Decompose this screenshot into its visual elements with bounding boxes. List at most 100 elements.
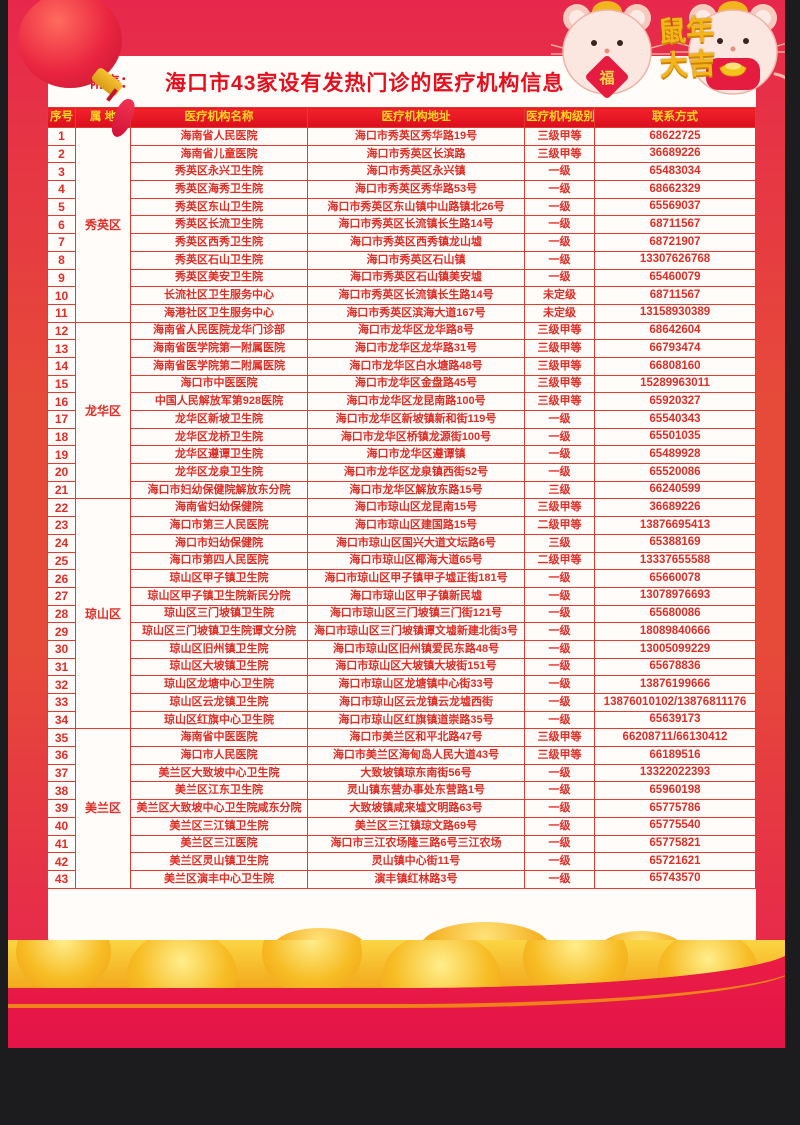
contact-phone-cell: 68642604: [594, 321, 756, 341]
row-number-cell: 12: [47, 321, 76, 341]
contact-phone-cell: 65460079: [594, 268, 756, 288]
row-number-cell: 29: [47, 622, 76, 641]
table-row: 4 秀英区海秀卫生院 海口市秀英区秀华路53号 一级 68662329: [47, 180, 756, 199]
table-row: 42 美兰区灵山镇卫生院 灵山镇中心街11号 一级 65721621: [47, 852, 756, 871]
contact-phone-cell: 65520086: [594, 463, 756, 482]
table-row: 16 中国人民解放军第928医院 海口市龙华区龙昆南路100号 三级甲等 6592032…: [47, 392, 756, 411]
contact-phone-cell: 65743570: [594, 869, 756, 889]
table-row: 1 秀英区 海南省人民医院 海口市秀英区秀华路19号 三级甲等 68622725: [47, 127, 756, 323]
institution-name-cell: 琼山区红旗中心卫生院: [130, 710, 308, 730]
row-number-cell: 11: [47, 303, 76, 323]
institution-name-cell: 龙华区遵谭卫生院: [130, 445, 308, 465]
institution-name-cell: 美兰区三江医院: [130, 834, 308, 854]
table-row: 38 美兰区江东卫生院 灵山镇东营办事处东营路1号 一级 65960198: [47, 781, 756, 801]
institution-name-cell: 琼山区甲子镇卫生院: [130, 569, 308, 588]
institution-address-cell: 海口市秀英区长滨路: [307, 144, 525, 164]
institution-name-cell: 秀英区西秀卫生院: [130, 233, 308, 252]
poster-background: 附表： 海口市43家设有发热门诊的医疗机构信息 序号 属 地 医疗机构名称 医疗…: [8, 0, 785, 1048]
institution-level-cell: 一级: [524, 763, 595, 783]
row-number-cell: 22: [47, 498, 76, 518]
table-row: 17 龙华区新坡卫生院 海口市龙华区新坡镇新和街119号 一级 65540343: [47, 410, 756, 429]
institution-level-cell: 未定级: [524, 286, 595, 305]
row-number-cell: 35: [47, 728, 76, 748]
institution-level-cell: 一级: [524, 445, 595, 465]
institution-level-cell: 三级: [524, 480, 595, 500]
institution-address-cell: 海口市秀英区石山镇美安墟: [307, 268, 525, 288]
table-row: 30 琼山区旧州镇卫生院 海口市琼山区旧州镇爱民东路48号 一级 13005099229: [47, 639, 756, 659]
institution-name-cell: 海口市第四人民医院: [130, 551, 308, 571]
table-row: 15 海口市中医医院 海口市龙华区金盘路45号 三级甲等 15289963011: [47, 374, 756, 394]
institution-address-cell: 海口市龙华区龙昆南路100号: [307, 392, 525, 411]
institution-level-cell: 一级: [524, 675, 595, 694]
row-number-cell: 23: [47, 516, 76, 535]
contact-phone-cell: 65775821: [594, 834, 756, 854]
institution-address-cell: 演丰镇红林路3号: [307, 869, 525, 889]
greeting-text: 鼠年 大吉: [647, 12, 726, 84]
lantern-tassel: [107, 96, 139, 140]
institution-name-cell: 琼山区龙塘中心卫生院: [130, 675, 308, 694]
table-row: 27 琼山区甲子镇卫生院新民分院 海口市琼山区甲子镇新民墟 一级 13078976693: [47, 586, 756, 606]
institution-address-cell: 海口市琼山区建国路15号: [307, 516, 525, 535]
institution-address-cell: 海口市秀英区永兴镇: [307, 162, 525, 182]
fever-clinics-table: 序号 属 地 医疗机构名称 医疗机构地址 医疗机构级别 联系方式 1 秀英区 海南省…: [47, 107, 756, 889]
institution-level-cell: 三级甲等: [524, 374, 595, 394]
gold-ingot-icon: [719, 62, 747, 77]
table-row: 22 琼山区 海南省妇幼保健院 海口市琼山区龙昆南15号 三级甲等 36689226: [47, 498, 756, 730]
institution-address-cell: 海口市秀英区秀华路53号: [307, 180, 525, 199]
institution-name-cell: 长流社区卫生服务中心: [130, 286, 308, 305]
institution-level-cell: 一级: [524, 834, 595, 854]
institution-address-cell: 海口市琼山区甲子镇新民墟: [307, 586, 525, 606]
institution-address-cell: 海口市琼山区红旗镇道崇路35号: [307, 710, 525, 730]
table-row: 7 秀英区西秀卫生院 海口市秀英区西秀镇龙山墟 一级 68721907: [47, 233, 756, 252]
contact-phone-cell: 65920327: [594, 392, 756, 411]
row-number-cell: 9: [47, 268, 76, 288]
institution-address-cell: 海口市秀英区长流镇长生路14号: [307, 286, 525, 305]
institution-name-cell: 海口市人民医院: [130, 746, 308, 765]
row-number-cell: 27: [47, 586, 76, 606]
contact-phone-cell: 15289963011: [594, 374, 756, 394]
row-number-cell: 40: [47, 816, 76, 836]
institution-level-cell: 一级: [524, 622, 595, 641]
institution-address-cell: 海口市琼山区龙塘镇中心街33号: [307, 675, 525, 694]
institution-address-cell: 海口市秀英区秀华路19号: [307, 127, 525, 146]
row-number-cell: 4: [47, 180, 76, 199]
institution-address-cell: 海口市秀英区东山镇中山路镇北26号: [307, 197, 525, 217]
contact-phone-cell: 65678836: [594, 657, 756, 677]
contact-phone-cell: 65388169: [594, 533, 756, 553]
row-number-cell: 18: [47, 427, 76, 447]
institution-name-cell: 海南省妇幼保健院: [130, 498, 308, 518]
row-number-cell: 39: [47, 799, 76, 818]
table-row: 2 海南省儿童医院 海口市秀英区长滨路 三级甲等 36689226: [47, 144, 756, 164]
institution-level-cell: 三级甲等: [524, 339, 595, 358]
contact-phone-cell: 66793474: [594, 339, 756, 358]
table-row: 6 秀英区长流卫生院 海口市秀英区长流镇长生路14号 一级 68711567: [47, 215, 756, 235]
contact-phone-cell: 13337655588: [594, 551, 756, 571]
district-cell: 美兰区: [75, 728, 131, 889]
table-row: 18 龙华区龙桥卫生院 海口市龙华区桥镇龙源街100号 一级 65501035: [47, 427, 756, 447]
institution-address-cell: 海口市琼山区三门坡镇谭文墟新建北街3号: [307, 622, 525, 641]
institution-address-cell: 海口市龙华区解放东路15号: [307, 480, 525, 500]
lantern-icon: [18, 0, 158, 152]
bottom-decor: [8, 922, 785, 1048]
row-number-cell: 7: [47, 233, 76, 252]
institution-address-cell: 海口市秀英区长流镇长生路14号: [307, 215, 525, 235]
contact-phone-cell: 65680086: [594, 604, 756, 624]
institution-address-cell: 海口市美兰区海甸岛人民大道43号: [307, 746, 525, 765]
contact-phone-cell: 65501035: [594, 427, 756, 447]
institution-level-cell: 一级: [524, 816, 595, 836]
institution-address-cell: 海口市琼山区大坡镇大坡街151号: [307, 657, 525, 677]
table-row: 41 美兰区三江医院 海口市三江农场隆三路6号三江农场 一级 65775821: [47, 834, 756, 854]
institution-address-cell: 海口市龙华区龙华路8号: [307, 321, 525, 341]
contact-phone-cell: 65721621: [594, 852, 756, 871]
institution-name-cell: 美兰区大致坡中心卫生院咸东分院: [130, 799, 308, 818]
row-number-cell: 6: [47, 215, 76, 235]
institution-name-cell: 琼山区云龙镇卫生院: [130, 693, 308, 712]
institution-name-cell: 秀英区长流卫生院: [130, 215, 308, 235]
institution-level-cell: 一级: [524, 410, 595, 429]
table-row: 29 琼山区三门坡镇卫生院谭文分院 海口市琼山区三门坡镇谭文墟新建北街3号 一级 180…: [47, 622, 756, 641]
row-number-cell: 30: [47, 639, 76, 659]
row-number-cell: 13: [47, 339, 76, 358]
institution-level-cell: 未定级: [524, 303, 595, 323]
institution-name-cell: 海港社区卫生服务中心: [130, 303, 308, 323]
table-row: 37 美兰区大致坡中心卫生院 大致坡镇琼东南街56号 一级 13322022393: [47, 763, 756, 783]
